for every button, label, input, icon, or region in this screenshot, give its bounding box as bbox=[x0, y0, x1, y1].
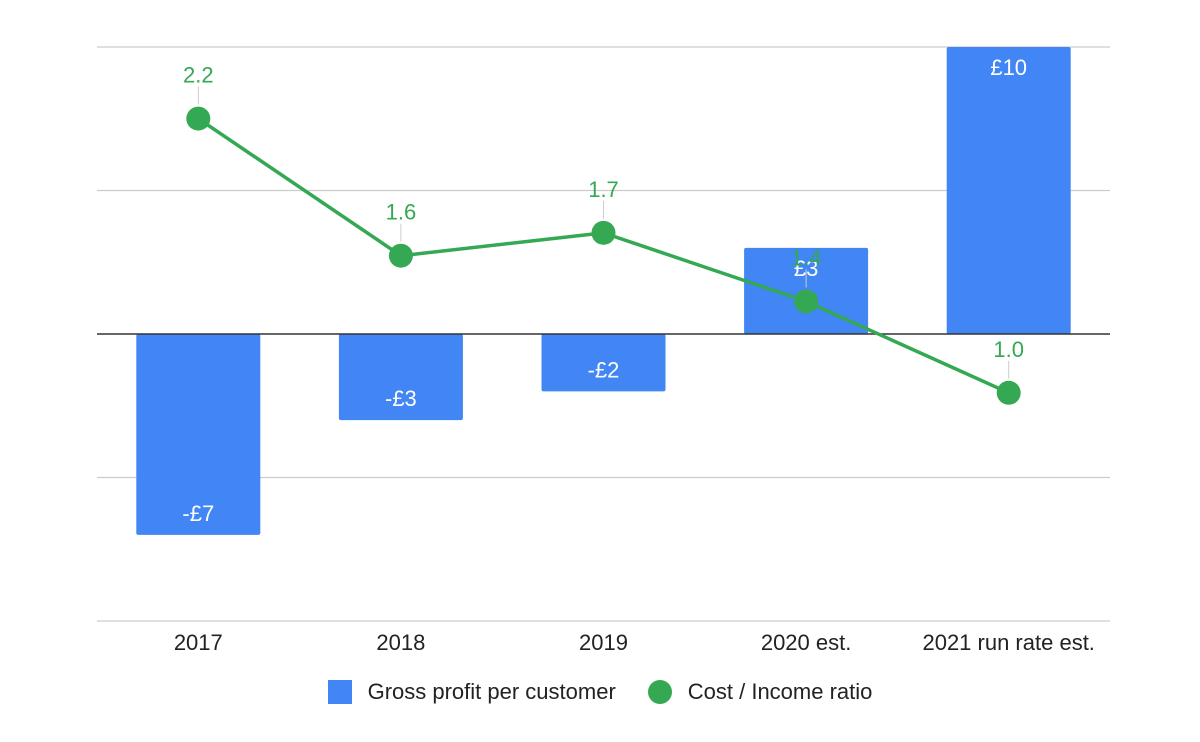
bar bbox=[541, 334, 666, 392]
line-point bbox=[186, 106, 211, 131]
legend-label-gross-profit: Gross profit per customer bbox=[367, 679, 616, 704]
line-data-label: 1.7 bbox=[588, 177, 619, 202]
legend-item-gross-profit[interactable]: Gross profit per customer bbox=[327, 679, 616, 705]
line-data-label: 1.4 bbox=[791, 245, 822, 270]
line-data-label: 2.2 bbox=[183, 63, 214, 88]
combo-chart: -£7-£3-£2£3£10 2.21.61.71.41.0 2017 2018 2… bbox=[97, 46, 1110, 655]
x-tick-label: 2018 bbox=[376, 630, 425, 655]
bar-data-label: -£7 bbox=[182, 501, 214, 526]
line-point bbox=[388, 243, 413, 268]
legend-swatch-line bbox=[647, 680, 672, 704]
gridlines bbox=[97, 46, 1110, 622]
x-tick-label: 2021 run rate est. bbox=[922, 630, 1094, 655]
legend-swatch-bar bbox=[327, 680, 352, 704]
bar bbox=[946, 47, 1071, 334]
bar-data-label: -£2 bbox=[588, 357, 620, 382]
x-tick-label: 2017 bbox=[174, 630, 223, 655]
line-data-label: 1.0 bbox=[993, 337, 1024, 362]
bar-data-label: £10 bbox=[990, 55, 1027, 80]
x-axis-tick-labels: 2017 2018 2019 2020 est. 2021 run rate est. bbox=[174, 630, 1095, 655]
bar-series: -£7-£3-£2£3£10 bbox=[136, 47, 1071, 535]
line-data-label: 1.6 bbox=[386, 200, 417, 225]
line-series: 2.2 1.6 1.7 1.4 1.0 bbox=[183, 63, 1024, 405]
line-point bbox=[591, 220, 616, 245]
line-point bbox=[996, 380, 1021, 405]
bar bbox=[338, 334, 463, 421]
legend: Gross profit per customer Cost / Income … bbox=[0, 672, 1200, 712]
legend-item-cost-income[interactable]: Cost / Income ratio bbox=[647, 679, 873, 705]
bar-data-label: -£3 bbox=[385, 386, 417, 411]
line-point bbox=[794, 289, 819, 314]
x-tick-label: 2019 bbox=[579, 630, 628, 655]
x-tick-label: 2020 est. bbox=[761, 630, 852, 655]
legend-label-cost-income: Cost / Income ratio bbox=[687, 679, 873, 704]
bar bbox=[136, 334, 261, 535]
